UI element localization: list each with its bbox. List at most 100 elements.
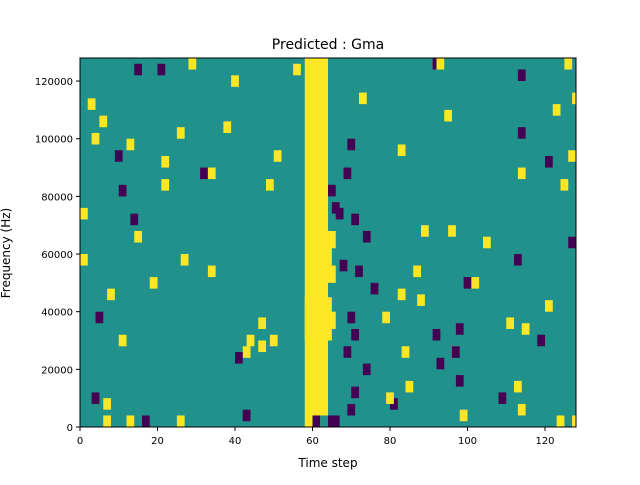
- heatmap-cell: [258, 340, 266, 353]
- heatmap-cell: [126, 415, 135, 427]
- heatmap-cell: [126, 138, 135, 151]
- heatmap-cell: [339, 259, 348, 272]
- heatmap-cell: [328, 415, 340, 427]
- y-tick-label: 20000: [41, 365, 73, 376]
- y-tick-label: 120000: [35, 77, 73, 88]
- y-tick-label: 100000: [35, 135, 73, 146]
- heatmap-cell: [506, 317, 514, 329]
- y-tick-label: 40000: [41, 308, 73, 319]
- heatmap-cell: [312, 415, 321, 427]
- heatmap-cell: [242, 346, 251, 358]
- heatmap-cell: [320, 415, 328, 427]
- plot-frame: [79, 57, 577, 428]
- heatmap-cell: [351, 328, 359, 341]
- heatmap-cell: [161, 156, 170, 168]
- heatmap-cell: [200, 167, 208, 180]
- y-tick-label: 60000: [41, 250, 73, 261]
- heatmap-cell: [517, 127, 526, 139]
- heatmap-cell: [316, 242, 332, 266]
- heatmap-cell: [157, 63, 166, 76]
- y-axis: 0 20000 40000 60000 80000 100000 120000: [35, 77, 80, 434]
- heatmap-cell: [99, 115, 108, 128]
- heatmap-cell: [91, 392, 100, 404]
- heatmap-cell: [362, 230, 371, 243]
- heatmap-cell: [568, 236, 576, 249]
- heatmap-cell: [564, 58, 573, 70]
- y-tick-label: 80000: [41, 192, 73, 203]
- x-tick-label: 120: [535, 436, 554, 447]
- heatmap-cell: [436, 357, 445, 370]
- heatmap-cell: [269, 334, 278, 347]
- heatmap-cell: [180, 254, 189, 266]
- heatmap-cell: [355, 265, 363, 278]
- heatmap-cell: [432, 328, 441, 341]
- heatmap-cell: [351, 386, 359, 399]
- heatmap-cell: [223, 121, 232, 133]
- heatmap-cell: [316, 311, 336, 329]
- heatmap-cell: [556, 415, 565, 427]
- heatmap-cell: [568, 150, 576, 162]
- heatmap-cell: [463, 277, 472, 289]
- heatmap-cell: [448, 225, 456, 237]
- heatmap-cell: [118, 334, 127, 347]
- heatmap-cell: [130, 213, 139, 226]
- heatmap-cell: [149, 277, 158, 289]
- heatmap-cell: [386, 392, 394, 404]
- heatmap-cell: [231, 75, 239, 87]
- heatmap-cell: [359, 92, 367, 105]
- heatmap-cell: [444, 109, 452, 122]
- heatmap-cell: [382, 311, 390, 324]
- x-tick-label: 40: [229, 436, 242, 447]
- heatmap-cell: [405, 380, 414, 393]
- heatmap-cell: [176, 415, 185, 427]
- heatmap-cell: [514, 254, 522, 266]
- x-tick-label: 20: [151, 436, 164, 447]
- heatmap-cell: [134, 63, 142, 76]
- heatmap-cell: [235, 352, 243, 364]
- heatmap-cell: [266, 179, 274, 191]
- heatmap-cell: [421, 225, 429, 237]
- heatmap-cell: [517, 167, 526, 180]
- x-tick-label: 0: [77, 436, 83, 447]
- heatmap-cell: [417, 294, 425, 306]
- heatmap-cell: [95, 311, 104, 324]
- heatmap-cell: [312, 265, 336, 283]
- heatmap-cell: [207, 265, 216, 278]
- heatmap-cell: [343, 167, 352, 180]
- heatmap-cell: [455, 375, 464, 387]
- heatmap-cell: [455, 323, 464, 335]
- heatmap-cell: [312, 86, 321, 110]
- heatmap-cell: [452, 346, 460, 358]
- heatmap-cell: [560, 179, 569, 191]
- heatmap-cell: [91, 132, 100, 145]
- heatmap-cell: [343, 346, 352, 358]
- heatmap-cell: [188, 58, 197, 70]
- heatmap-cell: [87, 98, 96, 110]
- heatmap-cell: [134, 230, 142, 243]
- y-axis-label: Frequency (Hz): [0, 208, 13, 299]
- heatmap-cell: [436, 58, 445, 70]
- heatmap-cell: [514, 380, 522, 393]
- x-tick-label: 60: [306, 436, 319, 447]
- heatmap-cell: [246, 334, 255, 347]
- heatmap-cell: [362, 363, 371, 376]
- heatmap-cell: [242, 409, 251, 422]
- heatmap-cell: [545, 300, 553, 312]
- heatmap-cell: [545, 156, 553, 168]
- heatmap-cell: [401, 346, 410, 358]
- heatmap-cell: [114, 150, 123, 162]
- heatmap-cell: [483, 236, 491, 249]
- heatmap-cell: [293, 63, 301, 76]
- heatmap-cell: [103, 415, 111, 427]
- heatmap-cell: [118, 184, 127, 197]
- heatmap-cell: [273, 150, 282, 162]
- y-tick-label: 0: [67, 423, 73, 434]
- heatmap-cell: [459, 409, 468, 422]
- heatmap-cell: [572, 92, 576, 105]
- heatmap-cell: [258, 317, 266, 329]
- heatmap-cell: [552, 104, 561, 116]
- heatmap-cell: [312, 150, 321, 174]
- heatmap-cell: [351, 213, 359, 226]
